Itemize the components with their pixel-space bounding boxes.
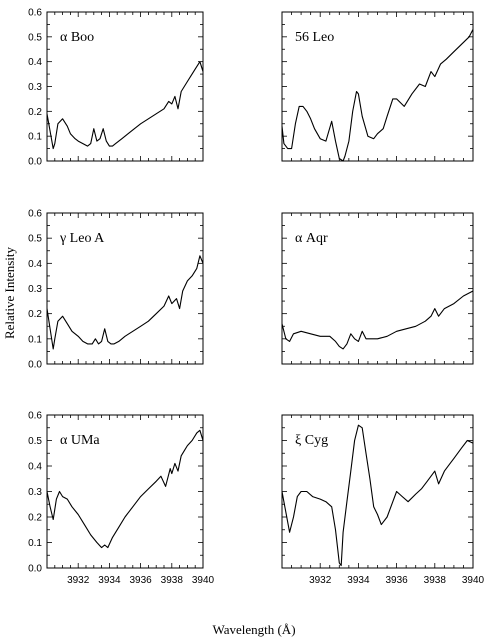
- panels-group: 0.00.10.20.30.40.50.6α Boo 56 Leo0.00.10.…: [28, 8, 484, 587]
- y-tick-label: 0.0: [28, 564, 42, 575]
- spectrum-panel-2: 56 Leo: [281, 11, 474, 162]
- star-label: 56 Leo: [295, 30, 334, 45]
- x-tick-label: 3938: [424, 575, 447, 586]
- star-label: α Boo: [60, 30, 94, 45]
- y-tick-label: 0.1: [28, 538, 42, 549]
- x-tick-label: 3938: [161, 575, 184, 586]
- y-tick-label: 0.2: [28, 513, 42, 524]
- y-tick-label: 0.1: [28, 334, 42, 345]
- spectrum-line: [46, 255, 204, 350]
- y-tick-label: 0.4: [28, 57, 42, 68]
- y-tick-label: 0.4: [28, 259, 42, 270]
- x-tick-label: 3932: [309, 575, 332, 586]
- x-axis-title: Wavelength (Å): [212, 622, 295, 637]
- y-tick-label: 0.2: [28, 107, 42, 118]
- spectrum-panel-4: α Aqr: [281, 212, 474, 365]
- x-tick-label: 3940: [462, 575, 485, 586]
- x-tick-label: 3940: [192, 575, 215, 586]
- y-tick-label: 0.5: [28, 436, 42, 447]
- spectrum-panel-5: 0.0 0.1 0.2 0.3 0.4 0.5 0.6 3932 3934 3936 3938 394…: [28, 411, 214, 587]
- spectrum-panel-3: 0.0 0.1 0.2 0.3 0.4 0.5 0.6 γ Leo A: [28, 209, 204, 371]
- star-label: α UMa: [60, 433, 100, 448]
- spectrum-line: [281, 29, 474, 162]
- star-label: γ Leo A: [59, 231, 105, 246]
- spectrum-panel-1: 0.0 0.1 0.2 0.3 0.4 0.5 0.6 α Boo: [28, 8, 204, 168]
- y-tick-label: 0.4: [28, 462, 42, 473]
- y-tick-label: 0.1: [28, 132, 42, 143]
- x-tick-label: 3936: [385, 575, 408, 586]
- y-tick-label: 0.5: [28, 234, 42, 245]
- spectrum-line: [281, 290, 474, 350]
- x-tick-label: 3934: [347, 575, 370, 586]
- spectrum-line: [281, 424, 474, 567]
- star-label: α Aqr: [295, 231, 328, 246]
- y-tick-label: 0.6: [28, 8, 42, 19]
- y-tick-label: 0.6: [28, 209, 42, 220]
- y-tick-label: 0.2: [28, 309, 42, 320]
- y-tick-label: 0.6: [28, 411, 42, 422]
- y-tick-label: 0.0: [28, 360, 42, 371]
- y-tick-label: 0.3: [28, 284, 42, 295]
- spectrum-line: [46, 429, 204, 549]
- y-tick-label: 0.5: [28, 32, 42, 43]
- x-tick-label: 3932: [67, 575, 90, 586]
- spectrum-panel-6: 3932 3934 3936 3938 3940 ξ Cyg: [281, 414, 485, 586]
- spectrum-line: [46, 61, 204, 150]
- y-tick-label: 0.3: [28, 82, 42, 93]
- star-label: ξ Cyg: [295, 433, 328, 448]
- y-axis-title: Relative Intensity: [2, 246, 17, 339]
- x-tick-label: 3934: [98, 575, 121, 586]
- y-tick-label: 0.3: [28, 487, 42, 498]
- x-tick-label: 3936: [129, 575, 152, 586]
- y-tick-label: 0.0: [28, 157, 42, 168]
